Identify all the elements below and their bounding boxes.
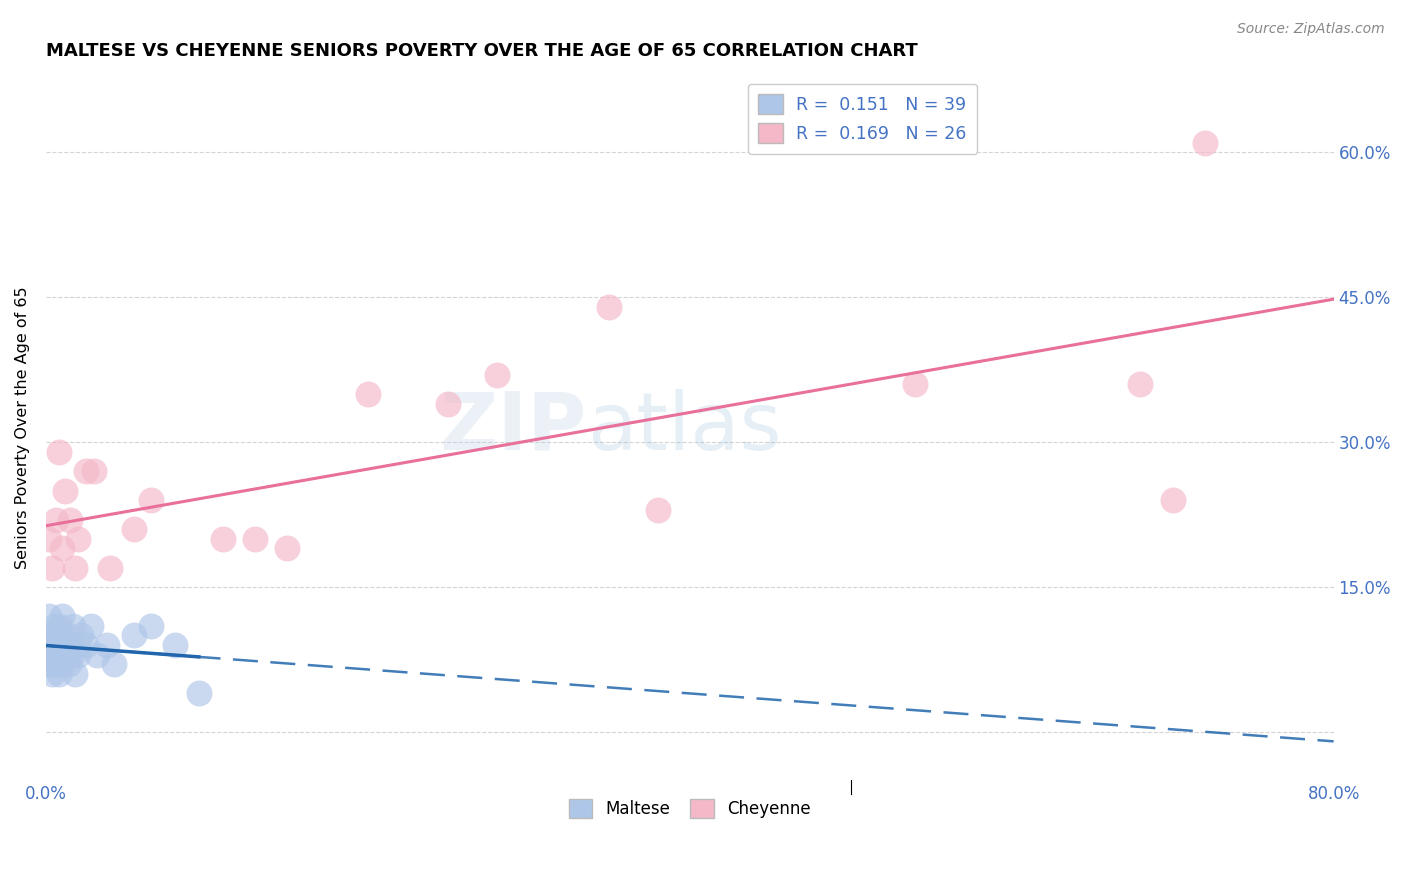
Text: atlas: atlas [586,389,782,467]
Point [103,657,125,672]
Point [276,541,298,556]
Point [46,657,69,672]
Point [38,609,60,624]
Point [124,522,146,536]
Point [83,464,105,478]
Point [45,648,67,662]
Point [42,619,65,633]
Point [49,628,72,642]
Point [437,396,460,410]
Point [1129,377,1152,392]
Point [1194,136,1216,150]
Point [75,464,97,478]
Point [63,561,86,575]
Point [75,638,97,652]
Point [245,532,267,546]
Point [139,619,162,633]
Point [46,638,69,652]
Point [51,541,73,556]
Point [62,619,84,633]
Point [48,619,70,633]
Point [56,628,79,642]
Point [48,445,70,459]
Point [96,638,118,652]
Point [60,648,83,662]
Point [67,648,90,662]
Point [1161,493,1184,508]
Point [45,512,67,526]
Point [49,648,72,662]
Point [80,619,103,633]
Point [39,628,62,642]
Point [48,667,70,681]
Point [51,609,73,624]
Text: Source: ZipAtlas.com: Source: ZipAtlas.com [1237,22,1385,37]
Point [70,628,93,642]
Point [45,628,67,642]
Point [357,387,380,401]
Point [485,368,508,382]
Point [187,686,209,700]
Point [59,512,82,526]
Point [41,638,63,652]
Point [53,483,76,498]
Point [139,493,162,508]
Point [53,648,76,662]
Point [598,300,620,314]
Point [51,657,73,672]
Point [63,667,86,681]
Point [212,532,235,546]
Point [86,648,108,662]
Point [58,657,80,672]
Point [38,532,60,546]
Point [59,638,82,652]
Point [52,638,75,652]
Text: ZIP: ZIP [440,389,586,467]
Point [98,561,121,575]
Point [37,657,59,672]
Legend: Maltese, Cheyenne: Maltese, Cheyenne [562,792,817,825]
Point [38,638,60,652]
Point [67,532,90,546]
Point [65,638,87,652]
Point [42,657,65,672]
Point [124,628,146,642]
Point [163,638,186,652]
Y-axis label: Seniors Poverty Over the Age of 65: Seniors Poverty Over the Age of 65 [15,286,30,569]
Point [39,648,62,662]
Point [647,503,669,517]
Point [41,667,63,681]
Point [41,561,63,575]
Point [904,377,927,392]
Text: MALTESE VS CHEYENNE SENIORS POVERTY OVER THE AGE OF 65 CORRELATION CHART: MALTESE VS CHEYENNE SENIORS POVERTY OVER… [46,42,918,60]
